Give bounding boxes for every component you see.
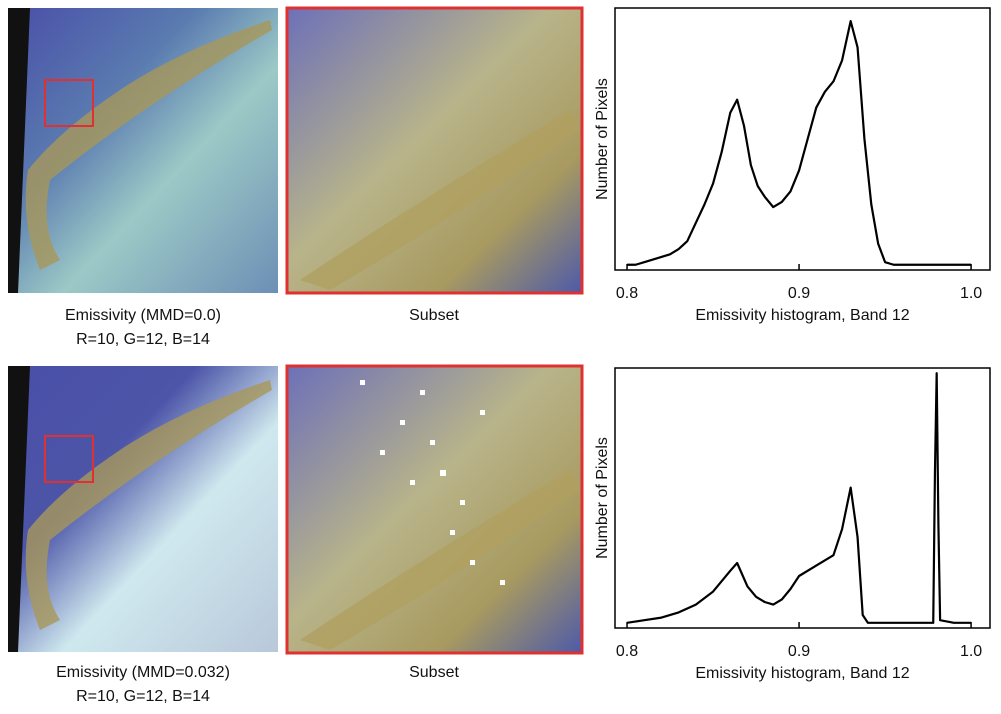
plot-frame (614, 367, 991, 629)
subset-box (44, 435, 94, 483)
subset-caption: Subset (409, 307, 459, 324)
x-tick-label: 0.8 (616, 643, 638, 660)
x-tick-label: 0.8 (616, 285, 638, 302)
histogram-line (627, 20, 972, 266)
x-axis-label: Emissivity histogram, Band 12 (695, 307, 909, 324)
x-axis-label: Emissivity histogram, Band 12 (695, 665, 909, 682)
image-edge (8, 366, 30, 652)
saturated-pixels (360, 380, 505, 585)
image-caption: R=10, G=12, B=14 (76, 331, 210, 348)
subset-caption: Subset (409, 664, 459, 681)
flow (25, 380, 273, 630)
flow (300, 110, 580, 290)
x-tick-label: 1.0 (960, 643, 982, 660)
x-tick-label: 0.9 (788, 643, 810, 660)
x-tick-label: 0.9 (788, 285, 810, 302)
histogram-line (626, 372, 972, 624)
plot-frame (614, 7, 991, 271)
image-edge (8, 8, 30, 293)
flow (300, 470, 580, 650)
flow (25, 20, 273, 270)
image-caption: Emissivity (MMD=0.032) (56, 664, 230, 681)
image-caption: R=10, G=12, B=14 (76, 688, 210, 705)
x-tick-label: 1.0 (960, 285, 982, 302)
subset-box (44, 79, 94, 127)
image-caption: Emissivity (MMD=0.0) (65, 307, 221, 324)
y-axis-label: Number of Pixels (594, 78, 611, 200)
y-axis-label: Number of Pixels (594, 437, 611, 559)
